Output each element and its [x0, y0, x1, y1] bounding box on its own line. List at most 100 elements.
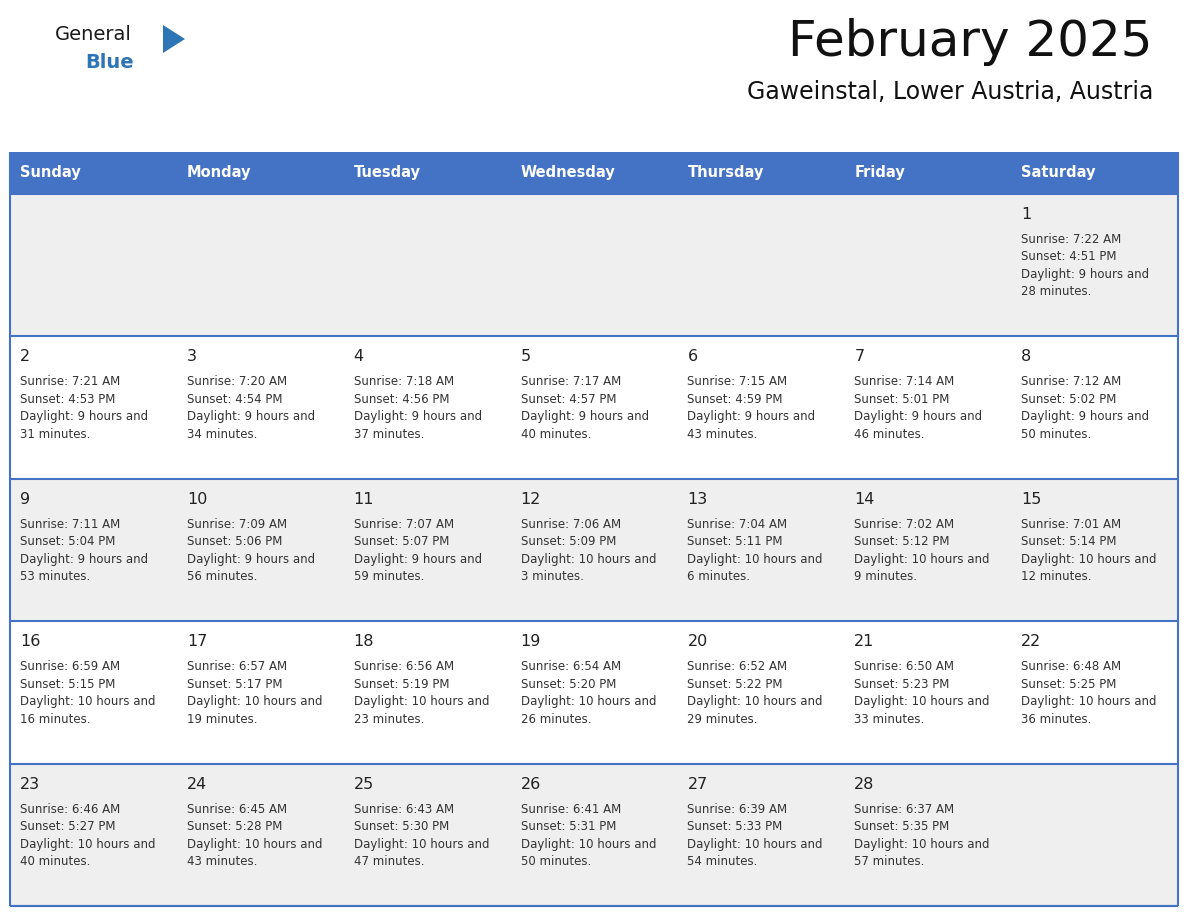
- Text: 8: 8: [1022, 350, 1031, 364]
- Text: 29 minutes.: 29 minutes.: [688, 712, 758, 726]
- Text: Sunrise: 7:02 AM: Sunrise: 7:02 AM: [854, 518, 954, 531]
- Text: Daylight: 9 hours and: Daylight: 9 hours and: [187, 410, 315, 423]
- Text: Gaweinstal, Lower Austria, Austria: Gaweinstal, Lower Austria, Austria: [746, 80, 1154, 104]
- Bar: [845, 621, 1011, 764]
- Text: 46 minutes.: 46 minutes.: [854, 428, 924, 441]
- Text: Daylight: 10 hours and: Daylight: 10 hours and: [187, 695, 322, 708]
- Text: Sunset: 5:07 PM: Sunset: 5:07 PM: [354, 535, 449, 548]
- Text: 10: 10: [187, 492, 207, 507]
- Text: 13: 13: [688, 492, 708, 507]
- Text: February 2025: February 2025: [789, 18, 1154, 66]
- Text: Sunrise: 6:41 AM: Sunrise: 6:41 AM: [520, 802, 621, 815]
- Text: 2: 2: [20, 350, 30, 364]
- Text: Blue: Blue: [86, 53, 133, 72]
- Text: 40 minutes.: 40 minutes.: [20, 855, 90, 868]
- Text: Daylight: 10 hours and: Daylight: 10 hours and: [688, 553, 823, 565]
- Text: Daylight: 9 hours and: Daylight: 9 hours and: [520, 410, 649, 423]
- Text: Sunset: 5:22 PM: Sunset: 5:22 PM: [688, 677, 783, 690]
- Bar: [511, 152, 677, 194]
- Text: 34 minutes.: 34 minutes.: [187, 428, 258, 441]
- Text: Sunrise: 7:15 AM: Sunrise: 7:15 AM: [688, 375, 788, 388]
- Bar: [177, 764, 343, 906]
- Text: Sunrise: 7:06 AM: Sunrise: 7:06 AM: [520, 518, 620, 531]
- Text: Sunset: 5:33 PM: Sunset: 5:33 PM: [688, 820, 783, 834]
- Text: Sunrise: 7:09 AM: Sunrise: 7:09 AM: [187, 518, 287, 531]
- Text: Sunset: 5:25 PM: Sunset: 5:25 PM: [1022, 677, 1117, 690]
- Text: 12: 12: [520, 492, 541, 507]
- Text: Daylight: 10 hours and: Daylight: 10 hours and: [520, 837, 656, 851]
- Text: Sunset: 5:31 PM: Sunset: 5:31 PM: [520, 820, 615, 834]
- Bar: [1011, 336, 1178, 479]
- Bar: [177, 194, 343, 336]
- Bar: [10, 336, 177, 479]
- Text: Daylight: 10 hours and: Daylight: 10 hours and: [854, 553, 990, 565]
- Text: 23 minutes.: 23 minutes.: [354, 712, 424, 726]
- Text: 21: 21: [854, 634, 874, 649]
- Bar: [177, 621, 343, 764]
- Text: 19 minutes.: 19 minutes.: [187, 712, 258, 726]
- Text: Sunset: 4:59 PM: Sunset: 4:59 PM: [688, 393, 783, 406]
- Text: Sunset: 5:01 PM: Sunset: 5:01 PM: [854, 393, 949, 406]
- Text: 54 minutes.: 54 minutes.: [688, 855, 758, 868]
- Text: Sunrise: 7:20 AM: Sunrise: 7:20 AM: [187, 375, 287, 388]
- Bar: [177, 336, 343, 479]
- Text: 20: 20: [688, 634, 708, 649]
- Text: Daylight: 9 hours and: Daylight: 9 hours and: [354, 553, 482, 565]
- Text: 47 minutes.: 47 minutes.: [354, 855, 424, 868]
- Bar: [677, 479, 845, 621]
- Text: 23: 23: [20, 777, 40, 791]
- Bar: [845, 479, 1011, 621]
- Text: 26 minutes.: 26 minutes.: [520, 712, 592, 726]
- Bar: [511, 479, 677, 621]
- Polygon shape: [163, 25, 185, 53]
- Text: Sunset: 4:54 PM: Sunset: 4:54 PM: [187, 393, 283, 406]
- Text: 3: 3: [187, 350, 197, 364]
- Text: Sunrise: 7:21 AM: Sunrise: 7:21 AM: [20, 375, 120, 388]
- Text: Daylight: 10 hours and: Daylight: 10 hours and: [520, 553, 656, 565]
- Text: 27: 27: [688, 777, 708, 791]
- Text: Sunrise: 7:01 AM: Sunrise: 7:01 AM: [1022, 518, 1121, 531]
- Text: Sunrise: 7:17 AM: Sunrise: 7:17 AM: [520, 375, 621, 388]
- Text: 9: 9: [20, 492, 30, 507]
- Text: 28: 28: [854, 777, 874, 791]
- Bar: [1011, 194, 1178, 336]
- Text: Daylight: 10 hours and: Daylight: 10 hours and: [688, 695, 823, 708]
- Text: 36 minutes.: 36 minutes.: [1022, 712, 1092, 726]
- Text: Sunrise: 6:46 AM: Sunrise: 6:46 AM: [20, 802, 120, 815]
- Text: Sunrise: 6:39 AM: Sunrise: 6:39 AM: [688, 802, 788, 815]
- Text: 16: 16: [20, 634, 40, 649]
- Text: Sunset: 5:27 PM: Sunset: 5:27 PM: [20, 820, 115, 834]
- Text: 18: 18: [354, 634, 374, 649]
- Text: Sunset: 5:11 PM: Sunset: 5:11 PM: [688, 535, 783, 548]
- Text: 15: 15: [1022, 492, 1042, 507]
- Text: Daylight: 9 hours and: Daylight: 9 hours and: [20, 553, 148, 565]
- Text: Sunrise: 6:56 AM: Sunrise: 6:56 AM: [354, 660, 454, 673]
- Bar: [10, 621, 177, 764]
- Text: Sunrise: 6:43 AM: Sunrise: 6:43 AM: [354, 802, 454, 815]
- Text: 43 minutes.: 43 minutes.: [688, 428, 758, 441]
- Bar: [177, 479, 343, 621]
- Text: 33 minutes.: 33 minutes.: [854, 712, 924, 726]
- Text: Sunset: 5:23 PM: Sunset: 5:23 PM: [854, 677, 949, 690]
- Text: Sunrise: 6:50 AM: Sunrise: 6:50 AM: [854, 660, 954, 673]
- Bar: [1011, 764, 1178, 906]
- Bar: [343, 336, 511, 479]
- Text: 17: 17: [187, 634, 207, 649]
- Bar: [511, 764, 677, 906]
- Text: Sunrise: 6:48 AM: Sunrise: 6:48 AM: [1022, 660, 1121, 673]
- Text: Sunset: 5:14 PM: Sunset: 5:14 PM: [1022, 535, 1117, 548]
- Text: 25: 25: [354, 777, 374, 791]
- Bar: [343, 152, 511, 194]
- Text: Daylight: 10 hours and: Daylight: 10 hours and: [1022, 695, 1157, 708]
- Text: Daylight: 10 hours and: Daylight: 10 hours and: [20, 695, 156, 708]
- Text: 40 minutes.: 40 minutes.: [520, 428, 590, 441]
- Text: Sunset: 5:02 PM: Sunset: 5:02 PM: [1022, 393, 1117, 406]
- Text: 16 minutes.: 16 minutes.: [20, 712, 90, 726]
- Text: 7: 7: [854, 350, 865, 364]
- Bar: [677, 152, 845, 194]
- Text: Daylight: 10 hours and: Daylight: 10 hours and: [187, 837, 322, 851]
- Text: Daylight: 10 hours and: Daylight: 10 hours and: [354, 695, 489, 708]
- Bar: [511, 194, 677, 336]
- Text: Sunrise: 6:37 AM: Sunrise: 6:37 AM: [854, 802, 954, 815]
- Bar: [10, 764, 177, 906]
